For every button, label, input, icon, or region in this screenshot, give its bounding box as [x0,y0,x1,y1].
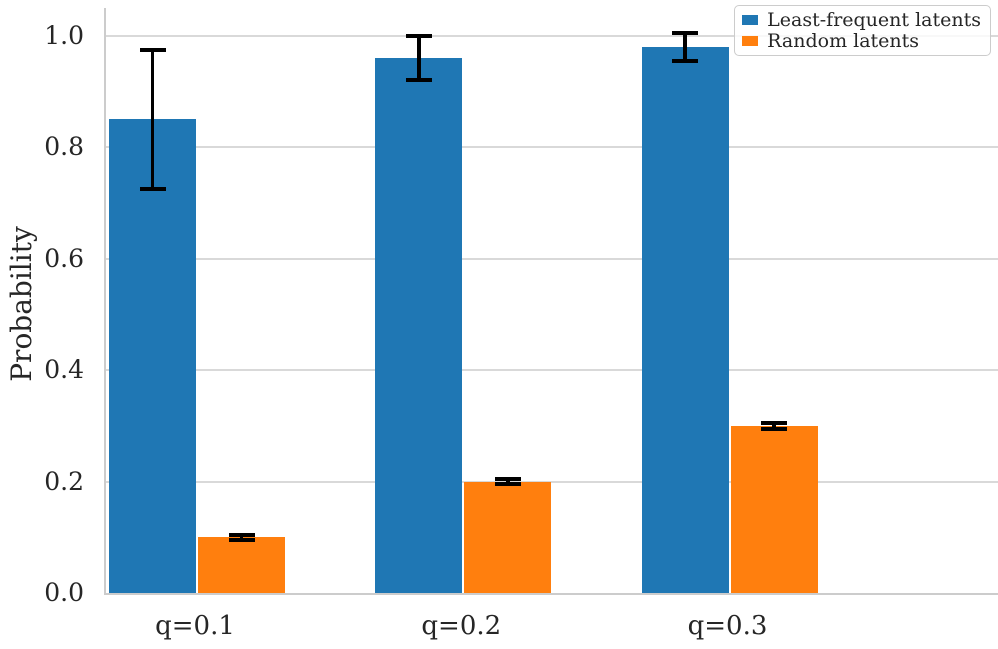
x-tick-label: q=0.1 [155,611,235,641]
x-tick-label: q=0.3 [687,611,768,641]
legend-label: Least-frequent latents [767,8,981,31]
y-tick-label: 1.0 [44,20,84,50]
gridline [106,369,998,372]
error-bar-cap-bottom [228,538,255,543]
bar-least-frequent-latents [641,47,729,593]
y-tick-label: 0.8 [44,132,84,162]
error-bar-cap-top [494,476,521,481]
bar-random-latents [730,425,818,593]
gridline [106,257,998,260]
plot-area [104,8,998,595]
gridline [106,34,998,37]
error-bar-line [239,534,244,541]
legend: Least-frequent latents Random latents [734,5,991,56]
error-bar-cap-bottom [761,426,787,431]
bar-least-frequent-latents [109,119,196,593]
bar-random-latents [198,537,285,593]
gridline [106,480,998,483]
bar-random-latents [464,481,552,593]
y-axis-label: Probability [5,226,38,382]
error-bar-cap-bottom [139,187,166,192]
gridline [106,146,998,149]
error-bar-line [506,478,510,485]
x-tick-label: q=0.2 [421,611,502,641]
y-tick-label: 0.6 [44,243,84,273]
y-tick-label: 0.2 [44,466,84,496]
error-bar-cap-top [228,532,255,537]
legend-swatch-least-frequent-latents [742,14,759,25]
error-bar-cap-bottom [672,58,698,63]
error-bar-cap-top [139,47,166,52]
legend-swatch-random-latents [742,35,759,46]
error-bar-cap-bottom [494,482,521,487]
error-bar-cap-bottom [405,78,432,83]
legend-label: Random latents [767,29,920,52]
error-bar-line [683,33,687,61]
legend-entry: Least-frequent latents [742,8,981,31]
error-bar-cap-top [761,421,787,426]
bar-least-frequent-latents [375,58,463,593]
error-bar-cap-top [405,33,432,38]
legend-entry: Random latents [742,29,981,52]
error-bar-line [417,35,421,81]
y-tick-label: 0.4 [44,355,84,385]
error-bar-cap-top [672,31,698,36]
y-tick-label: 0.0 [44,578,84,607]
error-bar-line [150,49,155,190]
error-bar-line [772,423,776,429]
